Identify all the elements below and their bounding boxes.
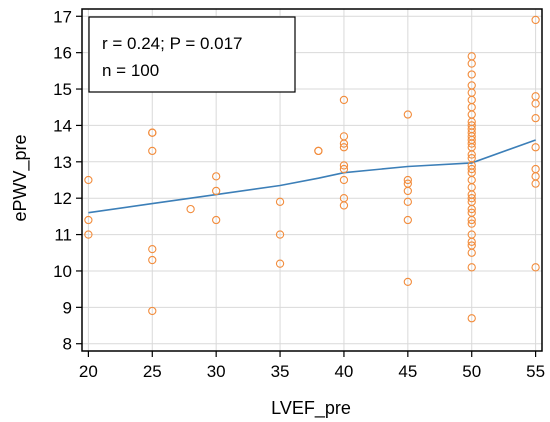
x-tick-label: 30	[207, 362, 226, 381]
x-axis-label: LVEF_pre	[271, 398, 351, 419]
points-group	[84, 15, 540, 323]
annotation-n: n = 100	[102, 61, 159, 80]
y-tick-label: 8	[63, 335, 72, 354]
data-point	[275, 197, 285, 206]
data-point	[84, 230, 93, 239]
y-tick-label: 9	[63, 298, 72, 317]
data-point	[531, 179, 540, 188]
data-point	[148, 255, 157, 265]
data-point	[403, 277, 412, 287]
data-point	[339, 161, 349, 170]
data-point	[467, 150, 476, 159]
x-tick-label: 45	[398, 362, 417, 381]
x-tick-label: 25	[143, 362, 162, 381]
regression-line	[88, 139, 536, 214]
data-point	[467, 194, 476, 203]
y-tick-label: 12	[53, 189, 72, 208]
data-point	[275, 230, 285, 239]
data-point	[467, 263, 476, 272]
data-point	[531, 99, 540, 108]
data-point	[467, 59, 476, 68]
data-point	[212, 186, 221, 196]
data-point	[148, 128, 157, 137]
data-point	[531, 15, 540, 25]
data-point	[275, 259, 285, 268]
data-point	[84, 175, 93, 185]
plot-frame	[81, 8, 543, 352]
axes	[76, 8, 543, 357]
data-point	[148, 146, 157, 156]
data-point	[467, 237, 476, 247]
data-point	[314, 146, 323, 156]
data-point	[339, 143, 349, 152]
y-tick-label: 14	[53, 116, 72, 135]
annotation-box-border	[88, 16, 296, 93]
data-point	[467, 215, 476, 225]
y-tick-label: 17	[53, 7, 72, 26]
data-point	[403, 175, 412, 185]
y-tick-label: 10	[53, 262, 72, 281]
annotation-correlation: r = 0.24; P = 0.017	[102, 34, 243, 53]
x-tick-label: 20	[79, 362, 98, 381]
data-point	[467, 204, 476, 214]
data-point	[403, 197, 412, 206]
data-point	[467, 164, 476, 174]
data-point	[339, 164, 349, 174]
fit-line-group	[88, 139, 536, 214]
y-tick-label: 16	[53, 44, 72, 63]
grid	[82, 9, 542, 351]
data-point	[84, 215, 93, 225]
data-point	[531, 143, 540, 152]
annotation-box: r = 0.24; P = 0.017 n = 100	[88, 16, 296, 93]
data-point	[403, 215, 412, 225]
y-tick-label: 13	[53, 153, 72, 172]
data-point	[403, 186, 412, 196]
data-point	[467, 248, 476, 257]
data-point	[531, 113, 540, 123]
data-point	[467, 314, 476, 323]
data-point	[148, 244, 157, 254]
tick-labels: 20 25 30 35 40 45 50 55 8 9 10 11 12 13 14 15 16 17	[53, 7, 545, 381]
y-tick-label: 15	[53, 80, 72, 99]
data-point	[212, 172, 221, 181]
data-point	[467, 139, 476, 148]
y-tick-label: 11	[54, 226, 72, 245]
data-point	[186, 204, 195, 214]
x-tick-label: 40	[334, 362, 353, 381]
data-point	[467, 219, 476, 228]
data-point	[339, 139, 349, 148]
x-tick-label: 55	[526, 362, 545, 381]
data-point	[148, 306, 157, 316]
data-point	[403, 110, 412, 119]
x-tick-label: 35	[271, 362, 290, 381]
data-point	[467, 70, 476, 79]
data-point	[339, 201, 349, 210]
data-point	[339, 175, 349, 185]
data-point	[212, 215, 221, 225]
x-tick-label: 50	[462, 362, 481, 381]
data-point	[531, 263, 540, 272]
data-point	[339, 95, 349, 105]
y-axis-label: ePWV_pre	[10, 134, 31, 221]
